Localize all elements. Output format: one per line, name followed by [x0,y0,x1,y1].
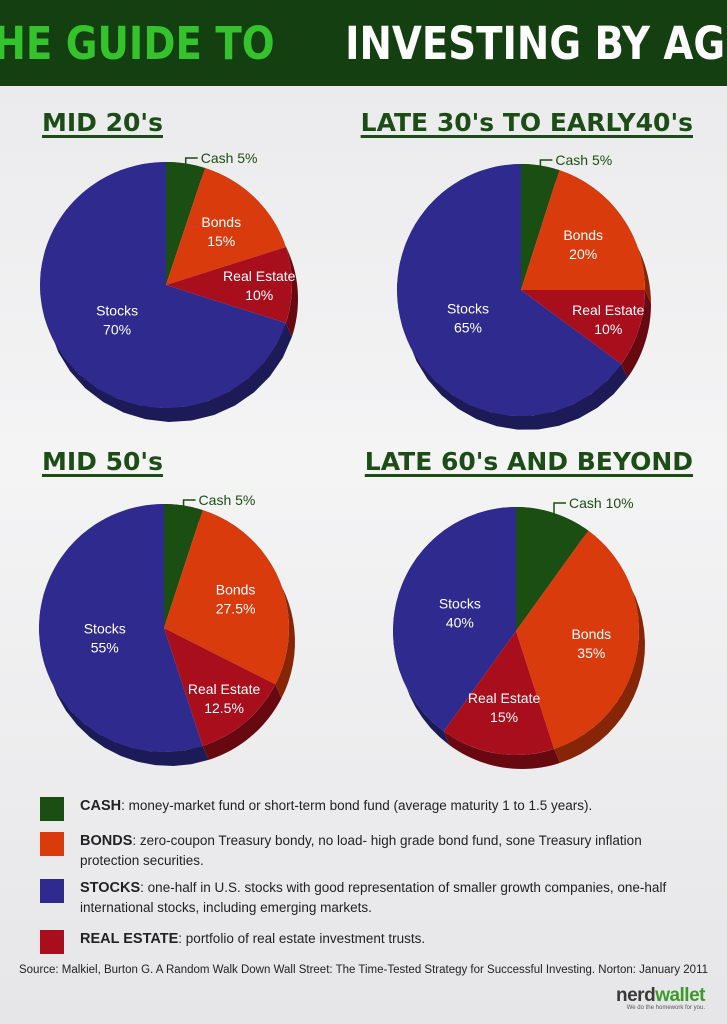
page-title-part2: INVESTING BY AGE [345,16,727,70]
cash-leader-line [182,499,196,512]
pie-slice-bonds [166,168,286,285]
pie-slice-real_estate [166,246,292,324]
pie-label-stocks: Stocks 55% [84,620,126,655]
nerdwallet-logo: nerdwallet We do the homework for you. [616,985,705,1011]
legend-description-stocks: : one-half in U.S. stocks with good repr… [80,880,667,915]
pie-slice-bonds [521,170,645,290]
cash-leader-line [184,157,198,170]
legend-item-cash: CASH: money-market fund or short-term bo… [40,796,700,821]
pie-side-real_estate [202,684,282,760]
pie-label-bonds: Bonds 35% [571,626,611,661]
pie-label-cash: Cash 5% [199,492,256,508]
pie-slice-stocks [40,162,286,409]
cash-leader-line [553,502,567,520]
chart-title-late-30s: LATE 30's TO EARLY40's [360,108,693,137]
chart-title-mid-20s: MID 20's [42,108,163,137]
cash-leader-line [539,159,553,172]
pie-slice-real_estate [443,631,555,755]
pie-slice-bonds [516,530,639,749]
pie-slice-stocks [392,507,516,732]
pie-slice-stocks [396,163,622,416]
legend-term-stocks: STOCKS [80,880,141,896]
pie-label-real_estate: Real Estate 10% [572,302,645,337]
legend-text-cash: CASH: money-market fund or short-term bo… [80,796,700,821]
logo-wordmark: nerdwallet [616,985,705,1007]
pie-slice-cash [166,162,205,285]
legend-item-stocks: STOCKS: one-half in U.S. stocks with goo… [40,878,700,917]
logo-part1: nerd [616,985,656,1006]
pie-slice-bonds [164,510,289,685]
legend-term-real-estate: REAL ESTATE [80,931,179,947]
legend-text-stocks: STOCKS: one-half in U.S. stocks with goo… [80,878,700,917]
logo-part2: wallet [655,985,705,1006]
page-header: THE GUIDE TO INVESTING BY AGE [0,0,727,86]
pie-label-stocks: Stocks 40% [439,596,481,631]
legend-description-real-estate: : portfolio of real estate investment tr… [178,931,426,946]
pie-label-real_estate: Real Estate 12.5% [188,681,261,716]
pie-slice-real_estate [164,628,276,746]
legend-term-cash: CASH [80,798,122,814]
pie-chart-1: Cash 5% Bonds 20% Real Estate 10% Stocks 65% [396,152,651,430]
pie-side-real_estate [285,246,298,338]
page-title-part1: THE GUIDE TO [0,16,275,70]
pie-label-real_estate: Real Estate 15% [468,690,541,725]
pie-label-bonds: Bonds 15% [201,214,241,249]
legend-swatch-stocks [40,879,64,903]
pie-label-cash: Cash 5% [201,150,258,166]
pie-slice-cash [516,507,589,631]
legend-text-bonds: BONDS: zero-coupon Treasury bondy, no lo… [80,831,700,870]
pie-side-bonds [554,530,645,763]
logo-tagline: We do the homework for you. [626,1005,705,1011]
legend-text-real-estate: REAL ESTATE: portfolio of real estate in… [80,929,700,954]
pie-side-real_estate [621,290,651,379]
pie-chart-3: Cash 10% Bonds 35% Real Estate 15% Stocks 40% [392,495,645,769]
legend-description-bonds: : zero-coupon Treasury bondy, no load- h… [80,833,642,868]
pie-label-bonds: Bonds 27.5% [216,582,256,617]
legend-swatch-bonds [40,832,64,856]
pie-side-real_estate [443,731,561,769]
pie-label-bonds: Bonds 20% [563,227,603,262]
legend-description-cash: : money-market fund or short-term bond f… [121,798,593,813]
pie-chart-0: Cash 5% Bonds 15% Real Estate 10% Stocks 70% [40,150,298,422]
chart-title-late-60s: LATE 60's AND BEYOND [364,447,693,476]
pie-chart-2: Cash 5% Bonds 27.5% Real Estate 12.5% Stocks 5… [38,492,295,766]
legend-term-bonds: BONDS [80,833,133,849]
pie-label-cash: Cash 5% [555,152,612,168]
pie-label-stocks: Stocks 70% [96,303,138,338]
pie-slice-cash [521,164,560,290]
legend-item-bonds: BONDS: zero-coupon Treasury bondy, no lo… [40,831,700,870]
legend-swatch-real-estate [40,930,64,954]
legend-item-real-estate: REAL ESTATE: portfolio of real estate in… [40,929,700,954]
pie-label-cash: Cash 10% [569,495,634,511]
legend-swatch-cash [40,797,64,821]
source-citation: Source: Malkiel, Burton G. A Random Walk… [18,964,709,976]
pie-label-real_estate: Real Estate 10% [223,268,296,303]
pie-side-bonds [202,510,295,699]
pie-label-stocks: Stocks 65% [447,300,489,335]
pie-slice-real_estate [521,290,645,365]
chart-title-mid-50s: MID 50's [42,447,163,476]
pie-slice-stocks [38,504,203,752]
pie-slice-cash [164,504,203,628]
